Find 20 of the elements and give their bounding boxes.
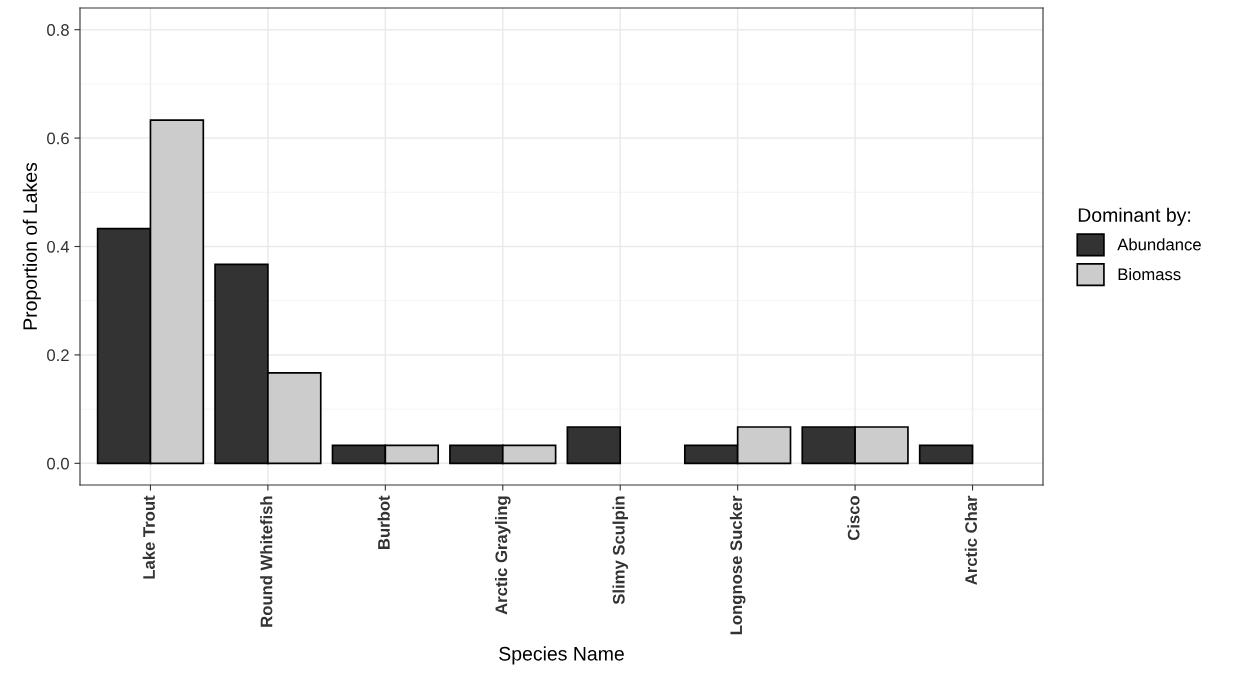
legend-label: Abundance (1117, 238, 1201, 251)
x-axis-title: Species Name (499, 646, 624, 665)
x-tick-label: Arctic Char (964, 495, 978, 585)
y-tick-label: 0.0 (47, 457, 69, 470)
bar (918, 444, 974, 465)
x-tick-label: Slimy Sculpin (612, 496, 628, 605)
y-axis-title: Proportion of Lakes (22, 162, 41, 330)
y-tick-label: 0.4 (47, 240, 70, 253)
bar (566, 426, 622, 465)
x-tick-label: Arctic Grayling (494, 496, 511, 615)
x-tick-label: Burbot (377, 495, 390, 549)
legend-label: Biomass (1118, 267, 1181, 281)
y-tick-label: 0.6 (47, 132, 69, 145)
legend-title: Dominant by: (1078, 207, 1191, 226)
x-tick-label: Lake Trout (142, 495, 155, 579)
y-tick-label: 0.2 (47, 349, 69, 362)
y-tick-label: 0.8 (47, 24, 69, 36)
x-tick-label: Round Whitefish (260, 496, 273, 627)
x-tick-label: Longnose Sucker (729, 495, 746, 635)
x-tick-label: Cisco (847, 496, 860, 541)
